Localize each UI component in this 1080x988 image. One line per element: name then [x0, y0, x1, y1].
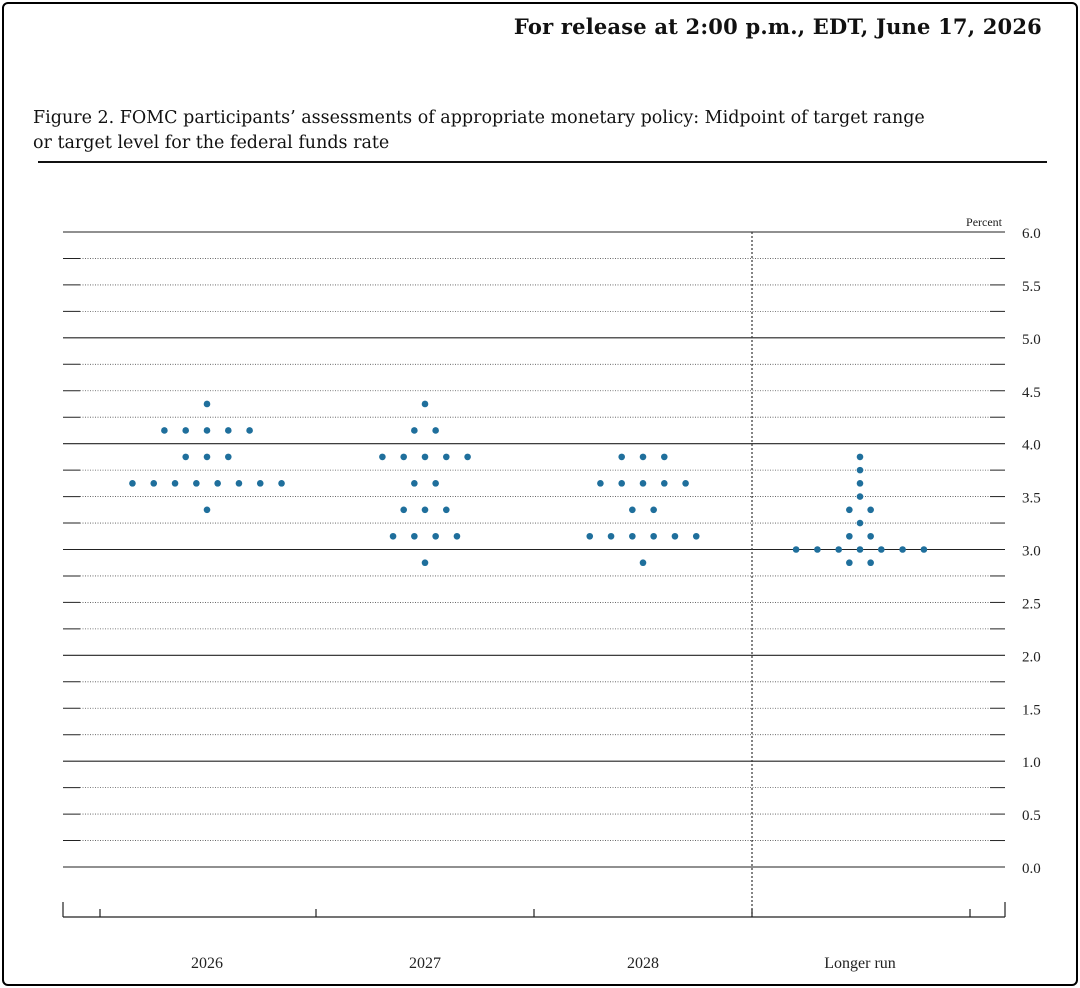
title-rule — [38, 161, 1047, 163]
y-tick-label: 5.5 — [1022, 279, 1041, 295]
y-tick-label: 2.5 — [1022, 596, 1041, 612]
dot — [464, 453, 471, 461]
dot — [182, 427, 189, 434]
dot — [661, 453, 668, 461]
dot — [629, 532, 636, 540]
dot — [899, 546, 906, 553]
dot — [421, 400, 429, 408]
dot — [225, 427, 232, 434]
dot — [671, 532, 679, 540]
dot — [618, 453, 625, 461]
y-tick-label: 1.5 — [1022, 702, 1041, 718]
dot — [193, 480, 200, 487]
y-tick-label: 3.0 — [1022, 544, 1041, 560]
dot — [607, 532, 615, 540]
dot — [411, 532, 418, 540]
dot — [246, 427, 253, 434]
dot — [856, 546, 864, 553]
dot — [421, 559, 429, 567]
dot — [379, 453, 386, 461]
y-axis-label: Percent — [966, 215, 1003, 229]
dot — [835, 546, 842, 553]
axes: 0.0 0.5 1.0 1.5 2.0 2.5 3.0 3.5 4.0 4.5 5.0 5.5 6.0 2… — [62, 226, 1041, 972]
dot — [411, 427, 418, 434]
dot — [203, 453, 211, 461]
dot — [846, 532, 853, 540]
dots — [129, 400, 928, 567]
dot — [856, 453, 864, 461]
dot — [867, 559, 874, 567]
y-tick-label: 0.0 — [1022, 861, 1041, 877]
dot — [453, 532, 461, 540]
dot — [856, 493, 864, 500]
dot — [629, 506, 636, 514]
dot — [278, 480, 285, 487]
y-tick-label: 3.5 — [1022, 491, 1041, 507]
dot — [682, 480, 689, 487]
y-tick-label: 4.5 — [1022, 385, 1041, 401]
dot — [225, 453, 232, 461]
dot — [639, 559, 647, 567]
dot — [432, 480, 439, 487]
dot — [411, 480, 418, 487]
dot — [846, 506, 853, 514]
dot — [421, 506, 429, 514]
dot — [171, 480, 179, 487]
dot — [639, 453, 647, 461]
dot — [867, 532, 874, 540]
dot — [214, 480, 221, 487]
dot — [150, 480, 158, 487]
dot — [856, 466, 864, 474]
dot — [814, 546, 821, 553]
dot — [692, 532, 700, 540]
dot — [421, 453, 429, 461]
figure-title-line-1: Figure 2. FOMC participants’ assessments… — [33, 108, 925, 128]
x-tick-label: 2028 — [627, 955, 659, 972]
figure-title-line-2: or target level for the federal funds ra… — [33, 133, 390, 153]
dot — [256, 480, 264, 487]
y-tick-label: 2.0 — [1022, 649, 1041, 665]
dot — [920, 546, 928, 553]
x-tick-label: 2026 — [191, 955, 223, 972]
dot — [878, 546, 885, 553]
x-tick-label: Longer run — [824, 955, 896, 972]
dot — [867, 506, 874, 514]
dot — [856, 519, 864, 527]
release-notice: For release at 2:00 p.m., EDT, June 17, … — [513, 14, 1042, 39]
dot — [856, 480, 864, 487]
y-tick-label: 0.5 — [1022, 808, 1041, 824]
dot — [618, 480, 625, 487]
dot — [432, 532, 439, 540]
dot — [161, 427, 168, 434]
dot — [846, 559, 853, 567]
dot — [650, 506, 657, 514]
dot — [443, 453, 450, 461]
dot — [639, 480, 647, 487]
y-tick-label: 5.0 — [1022, 332, 1041, 348]
dot — [389, 532, 397, 540]
dot — [792, 546, 800, 553]
dot — [235, 480, 243, 487]
y-tick-label: 1.0 — [1022, 755, 1041, 771]
dot — [182, 453, 189, 461]
dot — [586, 532, 594, 540]
dot — [432, 427, 439, 434]
dot — [203, 427, 211, 434]
x-tick-label: 2027 — [409, 955, 441, 972]
dot — [597, 480, 604, 487]
dot — [650, 532, 657, 540]
y-tick-label: 4.0 — [1022, 438, 1041, 454]
dot — [443, 506, 450, 514]
dot — [400, 453, 408, 461]
figure-title: Figure 2. FOMC participants’ assessments… — [33, 106, 1013, 156]
dot — [129, 480, 136, 487]
dot — [203, 400, 211, 408]
dot — [203, 506, 211, 514]
dot — [661, 480, 668, 487]
y-tick-label: 6.0 — [1022, 226, 1041, 242]
dot — [400, 506, 408, 514]
grid-lines — [63, 231, 1005, 868]
